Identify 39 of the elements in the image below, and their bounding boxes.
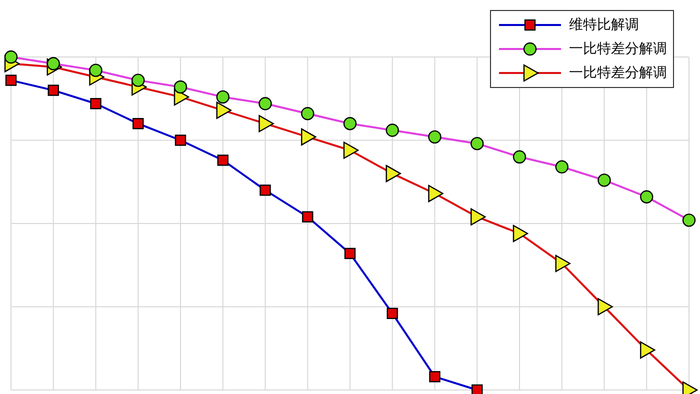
point <box>512 150 526 164</box>
legend-label: 一比特差分解调 <box>569 40 667 58</box>
point <box>428 184 444 202</box>
point <box>301 128 316 146</box>
point <box>386 164 401 182</box>
point <box>472 384 483 394</box>
point <box>682 214 696 227</box>
point <box>174 134 186 146</box>
point <box>90 98 102 110</box>
point <box>344 248 356 260</box>
point <box>258 115 274 132</box>
legend-label: 维特比解调 <box>569 16 639 34</box>
point <box>555 160 568 174</box>
point <box>216 90 230 104</box>
point <box>598 174 611 187</box>
point <box>640 341 656 359</box>
point <box>429 371 440 382</box>
point <box>470 208 486 226</box>
point <box>5 74 17 86</box>
point <box>216 102 232 119</box>
point <box>217 154 228 166</box>
point <box>301 107 314 120</box>
legend-label: 一比特差分解调 <box>569 64 667 82</box>
point <box>48 84 59 96</box>
point <box>428 130 442 144</box>
point <box>302 211 314 222</box>
point <box>343 142 359 159</box>
point <box>512 224 528 242</box>
point <box>174 80 188 94</box>
point <box>470 136 484 150</box>
point <box>555 254 570 272</box>
point <box>598 298 613 316</box>
point <box>132 118 144 130</box>
point <box>343 117 357 130</box>
point <box>260 184 271 196</box>
point <box>258 97 272 110</box>
point <box>386 308 398 320</box>
point <box>386 124 399 137</box>
point <box>640 190 654 204</box>
